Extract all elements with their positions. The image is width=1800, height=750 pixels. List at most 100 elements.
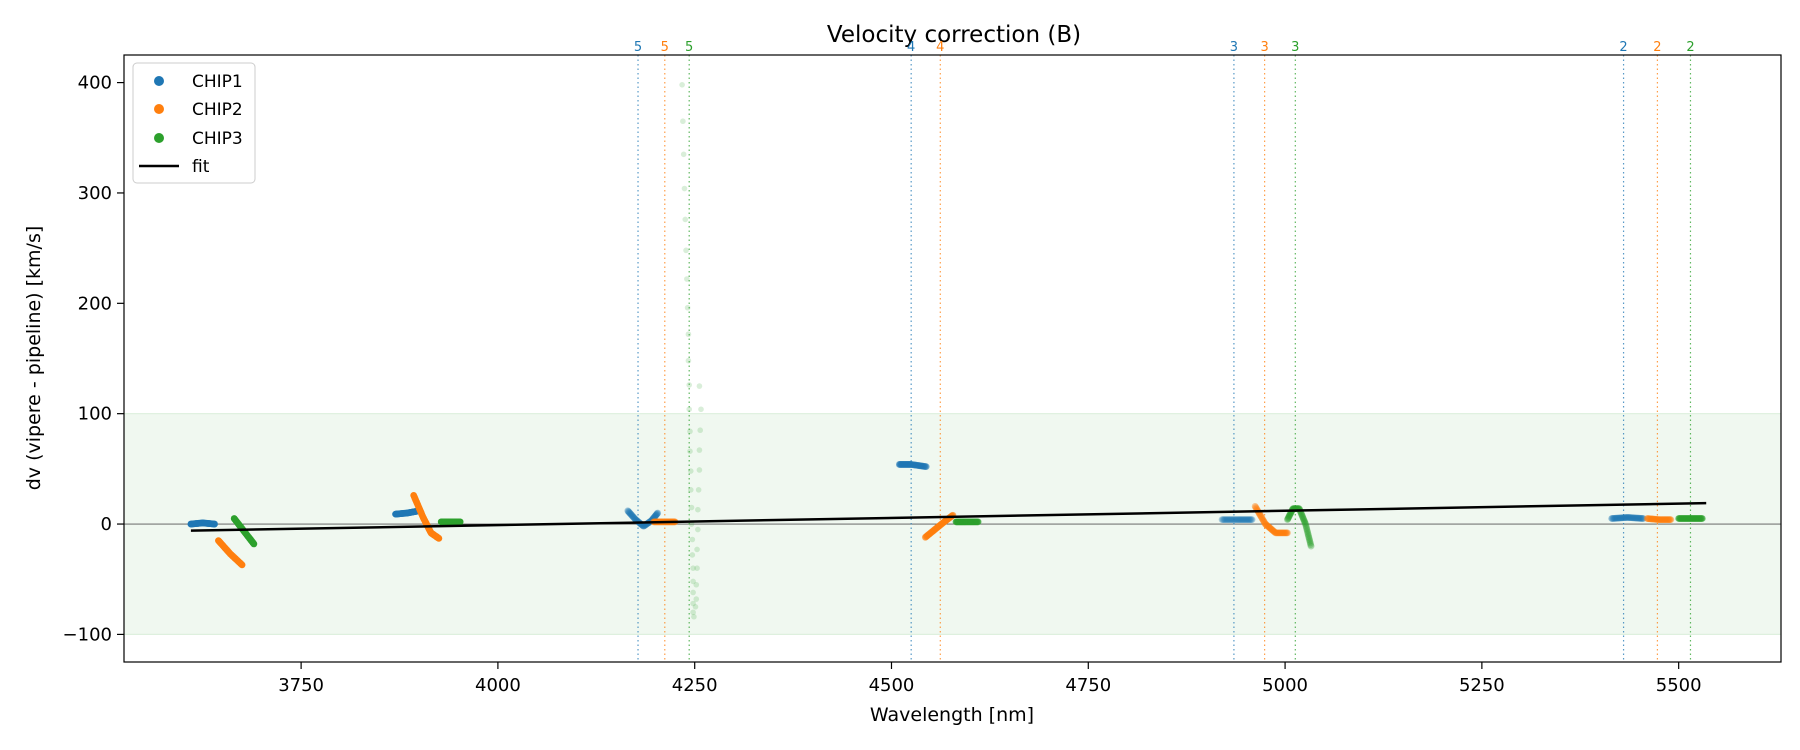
data-point-chip2-4-2-12 — [1282, 529, 1290, 537]
data-point-chip3-2-0 — [679, 81, 685, 88]
data-point-chip3-4-0-5 — [1286, 512, 1293, 520]
segment-chip1-3 — [895, 461, 930, 471]
data-point-chip1-5-0-9 — [1618, 514, 1626, 522]
data-point-chip1-5-1-8 — [1633, 514, 1640, 522]
data-point-chip1-4-0-11 — [1231, 516, 1238, 524]
data-point-chip3-2-16 — [688, 504, 695, 511]
data-point-chip1-2-0-13 — [631, 515, 639, 523]
data-point-chip3-2-30 — [696, 467, 703, 473]
order-marker-label-chip2-9: 2 — [1653, 40, 1661, 55]
data-point-chip3-4-3-3 — [1303, 525, 1311, 533]
data-point-chip2-4-2-3 — [1274, 529, 1282, 537]
plot-frame — [123, 54, 1782, 663]
data-point-chip2-4-1-2 — [1263, 521, 1271, 529]
data-point-chip1-4-0-4 — [1223, 516, 1231, 524]
data-point-chip2-4-0-7 — [1256, 511, 1264, 519]
data-point-chip2-5-1-9 — [1663, 516, 1670, 524]
data-point-chip3-2-26 — [696, 383, 703, 389]
data-point-chip3-4-3-0 — [1302, 520, 1309, 528]
data-point-chip1-5-1-4 — [1628, 514, 1636, 522]
data-point-chip1-4-0-2 — [1220, 516, 1228, 524]
data-point-chip1-4-2-0 — [1248, 516, 1256, 524]
data-point-chip3-4-3-5 — [1304, 528, 1311, 536]
data-point-chip2-5-1-1 — [1656, 516, 1664, 524]
segment-chip1-1 — [392, 507, 423, 518]
data-point-chip3-4-3-13 — [1307, 541, 1315, 548]
data-point-chip1-2-0-8 — [628, 512, 636, 520]
data-point-chip2-4-0-13 — [1261, 519, 1269, 527]
data-point-chip3-2-8 — [685, 331, 692, 338]
x-tick-label-4250: 4250 — [672, 675, 718, 696]
data-point-chip3-4-3-8 — [1305, 533, 1313, 541]
data-point-chip2-5-0-10 — [1652, 515, 1660, 523]
data-point-chip2-4-1-5 — [1265, 523, 1273, 531]
data-point-chip3-4-2-10 — [1300, 516, 1308, 524]
order-marker-label-chip3-7: 3 — [1291, 40, 1299, 55]
data-point-chip3-4-3-10 — [1306, 536, 1313, 544]
data-point-chip3-4-0-2 — [1284, 514, 1292, 522]
data-point-chip2-5-0-4 — [1647, 515, 1654, 523]
data-point-chip3-4-2-12 — [1301, 518, 1309, 526]
y-tick-label--100: −100 — [63, 624, 112, 645]
legend-marker-chip3 — [154, 133, 164, 143]
data-point-chip2-5-1-12 — [1665, 516, 1673, 524]
data-point-chip3-2-14 — [687, 468, 694, 474]
data-point-chip2-5-1-11 — [1664, 516, 1672, 524]
data-point-chip1-2-0-5 — [627, 510, 635, 518]
data-point-chip3-4-0-0 — [1284, 516, 1291, 524]
data-point-chip1-5-0-3 — [1611, 514, 1619, 522]
order-marker-label-chip3-10: 2 — [1686, 40, 1694, 55]
data-point-chip2-4-1-10 — [1269, 526, 1277, 534]
y-tick-label-200: 200 — [78, 293, 112, 314]
segment-chip2-3 — [921, 511, 957, 541]
data-point-chip2-5-1-7 — [1661, 516, 1669, 524]
data-point-chip1-2-2-0 — [640, 522, 647, 530]
data-point-chip2-5-1-2 — [1657, 516, 1665, 524]
data-point-chip2-5-1-4 — [1658, 516, 1666, 524]
data-point-chip1-5-1-2 — [1626, 514, 1634, 521]
data-point-chip3-4-2-6 — [1298, 511, 1306, 519]
data-point-chip1-5-1-0 — [1624, 514, 1631, 521]
data-point-chip1-4-1-12 — [1246, 516, 1254, 524]
y-tick-label-100: 100 — [78, 404, 112, 425]
data-point-chip1-5-1-3 — [1627, 514, 1635, 522]
data-point-chip1-5-0-13 — [1622, 514, 1630, 521]
data-point-chip3-4-3-11 — [1306, 537, 1314, 545]
data-point-chip2-4-2-2 — [1273, 529, 1281, 537]
data-point-chip2-1-3-0 — [435, 534, 443, 542]
x-tick-label-4500: 4500 — [869, 675, 915, 696]
data-point-chip3-2-35 — [694, 565, 700, 571]
data-point-chip2-4-2-5 — [1276, 529, 1284, 537]
data-point-chip1-5-0-2 — [1610, 514, 1618, 522]
legend-box — [132, 62, 256, 184]
data-point-chip2-5-0-2 — [1645, 515, 1653, 523]
data-point-chip2-5-0-13 — [1654, 516, 1662, 523]
data-point-chip1-4-0-1 — [1219, 516, 1227, 524]
data-point-chip3-4-2-5 — [1298, 510, 1305, 518]
x-tick-label-3750: 3750 — [278, 675, 324, 696]
data-point-chip3-2-32 — [695, 506, 701, 513]
legend: CHIP1 CHIP2 CHIP3 fit — [132, 62, 256, 184]
data-point-chip3-2-15 — [687, 487, 694, 493]
data-point-chip1-2-0-7 — [628, 511, 636, 519]
data-point-chip2-4-2-6 — [1277, 529, 1285, 537]
segment-chip3-3 — [952, 518, 982, 526]
segment-chip2-1 — [410, 491, 443, 542]
data-point-chip2-4-1-3 — [1264, 522, 1271, 530]
data-point-chip1-5-1-10 — [1635, 514, 1643, 522]
legend-label-chip1: CHIP1 — [192, 72, 243, 92]
data-point-chip3-2-29 — [696, 447, 703, 453]
legend-label-fit: fit — [192, 157, 210, 177]
data-point-chip3-2-5 — [683, 247, 689, 254]
data-point-chip1-5-0-7 — [1616, 514, 1624, 522]
data-point-chip2-0-2-0 — [238, 561, 246, 569]
data-point-chip1-2-2-2 — [641, 522, 649, 529]
data-point-chip1-4-1-9 — [1243, 516, 1251, 524]
data-point-chip2-4-2-8 — [1278, 529, 1286, 537]
data-point-chip3-4-3-2 — [1302, 523, 1310, 531]
data-point-chip3-4-3-1 — [1302, 522, 1310, 530]
data-point-chip1-5-1-13 — [1638, 515, 1646, 522]
data-point-chip1-2-3-12 — [653, 510, 661, 518]
data-point-chip2-5-2-0 — [1667, 516, 1675, 524]
data-point-chip3-4-0-4 — [1285, 513, 1293, 520]
